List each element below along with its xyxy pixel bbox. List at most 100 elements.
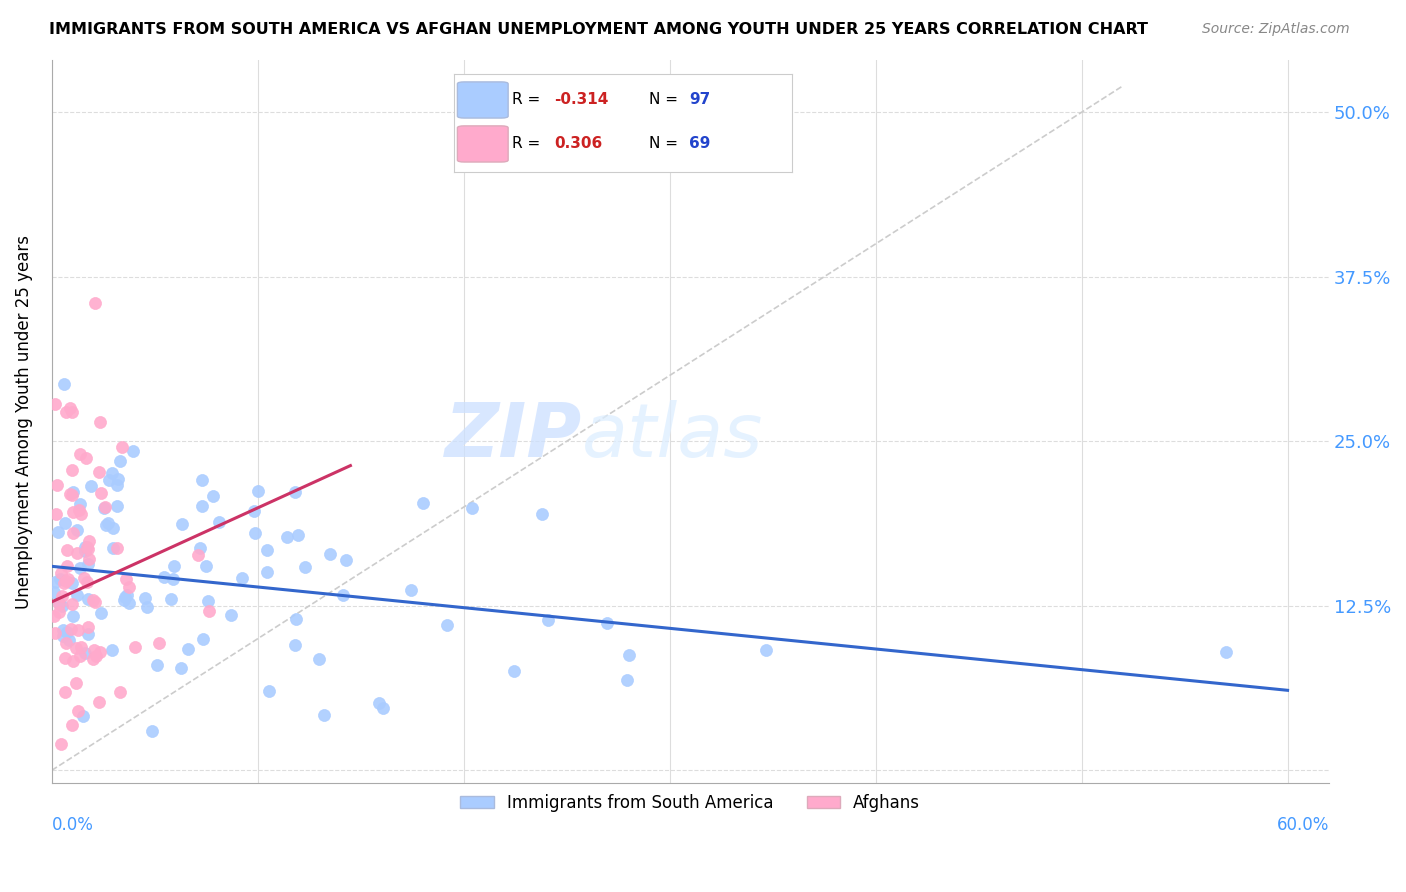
Point — [108, 454, 131, 468]
Point — [256, 565, 278, 579]
Point — [51, 737, 73, 751]
Point — [72, 708, 94, 723]
Point — [56, 543, 79, 558]
Point — [60, 576, 83, 591]
Point — [319, 547, 342, 561]
Point — [60, 405, 83, 419]
Point — [58, 632, 80, 647]
Point — [170, 661, 193, 675]
Point — [67, 503, 90, 517]
Point — [159, 592, 181, 607]
Point — [103, 541, 125, 555]
Point — [617, 648, 640, 662]
Point — [77, 534, 100, 549]
Point — [83, 642, 105, 657]
Point — [76, 574, 98, 589]
Point — [176, 642, 198, 657]
Text: ZIP: ZIP — [444, 400, 582, 473]
Point — [75, 646, 97, 660]
Point — [77, 542, 100, 557]
Point — [59, 401, 82, 416]
Point — [53, 651, 76, 665]
Point — [243, 525, 266, 540]
Point — [69, 497, 91, 511]
Point — [194, 559, 217, 574]
Point — [201, 489, 224, 503]
Point — [287, 528, 309, 542]
Point — [52, 623, 75, 637]
Point — [70, 507, 93, 521]
Point — [82, 593, 104, 607]
Point — [188, 541, 211, 556]
Point — [90, 485, 112, 500]
Point — [67, 704, 90, 718]
Text: IMMIGRANTS FROM SOUTH AMERICA VS AFGHAN UNEMPLOYMENT AMONG YOUTH UNDER 25 YEARS : IMMIGRANTS FROM SOUTH AMERICA VS AFGHAN … — [49, 22, 1149, 37]
Text: 0.0%: 0.0% — [52, 816, 94, 834]
Point — [332, 588, 354, 602]
Point — [146, 657, 169, 672]
Point — [84, 296, 107, 310]
Point — [45, 478, 67, 492]
Point — [70, 640, 93, 654]
Point — [368, 697, 391, 711]
Point — [48, 572, 70, 586]
Point — [76, 558, 98, 572]
Point — [56, 559, 79, 574]
Point — [62, 505, 84, 519]
Point — [58, 572, 80, 586]
Point — [121, 444, 143, 458]
Point — [44, 397, 66, 411]
Point — [73, 571, 96, 585]
Point — [84, 649, 107, 664]
Point — [616, 673, 638, 688]
Point — [162, 572, 184, 586]
Point — [87, 465, 110, 479]
Point — [66, 523, 89, 537]
Point — [219, 607, 242, 622]
Point — [141, 723, 163, 738]
Point — [100, 643, 122, 657]
Point — [148, 636, 170, 650]
Point — [65, 589, 87, 603]
Point — [257, 683, 280, 698]
Point — [42, 609, 65, 624]
Point — [44, 626, 66, 640]
Point — [66, 546, 89, 560]
Point — [193, 632, 215, 646]
Point — [53, 575, 76, 590]
Point — [401, 582, 423, 597]
Point — [75, 451, 97, 466]
Point — [59, 487, 82, 501]
Point — [115, 572, 138, 586]
Point — [89, 695, 111, 709]
Point — [284, 485, 307, 500]
Text: Source: ZipAtlas.com: Source: ZipAtlas.com — [1202, 22, 1350, 37]
Point — [62, 525, 84, 540]
Point — [48, 597, 70, 611]
Point — [93, 501, 115, 516]
Point — [62, 609, 84, 624]
Point — [77, 620, 100, 634]
Point — [83, 595, 105, 609]
Point — [243, 504, 266, 518]
Point — [62, 654, 84, 668]
Point — [75, 540, 97, 554]
Text: atlas: atlas — [582, 400, 763, 472]
Point — [53, 516, 76, 530]
Point — [105, 477, 128, 491]
Point — [284, 638, 307, 652]
Point — [42, 585, 65, 599]
Point — [90, 606, 112, 620]
Point — [246, 484, 269, 499]
Point — [256, 542, 278, 557]
Point — [373, 700, 395, 714]
Point — [82, 652, 104, 666]
Point — [172, 516, 194, 531]
Point — [110, 685, 132, 699]
Point — [191, 499, 214, 513]
Point — [276, 530, 298, 544]
Point — [136, 600, 159, 615]
Point — [114, 593, 136, 607]
Point — [114, 590, 136, 604]
Point — [59, 623, 82, 637]
